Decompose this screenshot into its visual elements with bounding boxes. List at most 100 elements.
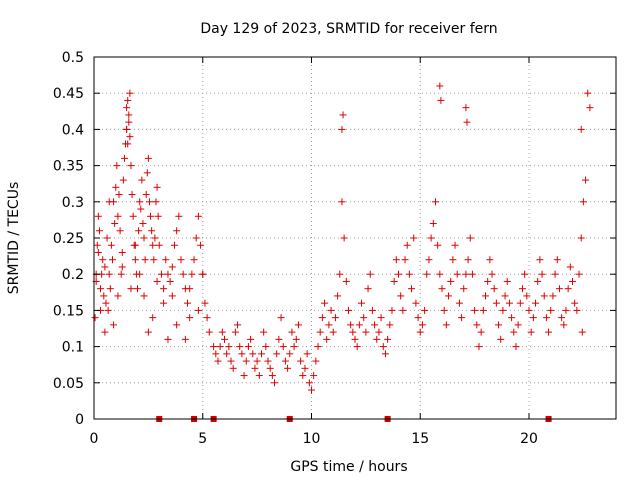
- data-point: [492, 299, 500, 307]
- data-point: [173, 227, 181, 235]
- y-tick-label: 0.5: [62, 50, 84, 66]
- data-point: [93, 241, 101, 249]
- data-point: [579, 198, 587, 206]
- data-point: [112, 183, 120, 191]
- data-point: [251, 364, 259, 372]
- data-point: [126, 133, 134, 141]
- data-point: [516, 299, 524, 307]
- x-tick-label: 15: [411, 431, 429, 447]
- data-point: [225, 343, 233, 351]
- data-point: [127, 285, 135, 293]
- data-point: [100, 292, 108, 300]
- data-point: [362, 328, 370, 336]
- data-point: [473, 321, 481, 329]
- data-point: [408, 285, 416, 293]
- data-point: [360, 314, 368, 322]
- data-point: [414, 314, 422, 322]
- data-point: [115, 191, 123, 199]
- data-point: [336, 270, 344, 278]
- data-point: [525, 306, 533, 314]
- data-point: [144, 154, 152, 162]
- data-point: [468, 270, 476, 278]
- data-point: [107, 241, 115, 249]
- data-point: [463, 118, 471, 126]
- data-point: [471, 306, 479, 314]
- data-point: [194, 212, 202, 220]
- data-point: [236, 343, 244, 351]
- data-point: [99, 256, 107, 264]
- data-point: [134, 285, 141, 293]
- data-point: [210, 343, 218, 351]
- data-point: [447, 277, 455, 285]
- data-point: [141, 256, 149, 264]
- data-point: [575, 270, 583, 278]
- data-point: [490, 285, 498, 293]
- data-point: [294, 321, 302, 329]
- data-point: [154, 212, 162, 220]
- data-point: [437, 96, 445, 104]
- data-point: [268, 372, 276, 380]
- y-axis-label: SRMTID / TECUs: [6, 182, 22, 295]
- data-point: [418, 321, 426, 329]
- data-point: [538, 270, 546, 278]
- data-point: [152, 198, 160, 206]
- data-point: [131, 241, 139, 249]
- data-point: [249, 350, 257, 358]
- data-point: [229, 364, 237, 372]
- data-point: [149, 314, 157, 322]
- data-point: [342, 277, 350, 285]
- y-tick-label: 0.45: [53, 86, 84, 102]
- data-point: [126, 89, 134, 97]
- data-point: [318, 314, 326, 322]
- data-point: [95, 227, 103, 235]
- data-point: [244, 343, 252, 351]
- data-point: [453, 270, 461, 278]
- data-point: [569, 277, 576, 285]
- data-point: [355, 321, 363, 329]
- data-point: [290, 343, 298, 351]
- data-point: [247, 335, 255, 343]
- data-point: [477, 328, 485, 336]
- data-point: [221, 335, 228, 343]
- data-point: [253, 357, 261, 365]
- data-point: [299, 372, 307, 380]
- data-point: [110, 321, 118, 329]
- data-point: [486, 256, 494, 264]
- data-point: [564, 285, 572, 293]
- y-tick-label: 0.35: [53, 159, 84, 175]
- data-point: [104, 306, 112, 314]
- data-point: [128, 191, 136, 199]
- data-point: [192, 234, 200, 242]
- data-point: [578, 328, 586, 336]
- data-point: [140, 234, 148, 242]
- data-point: [582, 176, 590, 184]
- grid-lines: [94, 57, 616, 419]
- data-point: [458, 314, 466, 322]
- data-point: [114, 212, 122, 220]
- data-point: [321, 299, 329, 307]
- data-point: [175, 212, 183, 220]
- y-tick-label: 0.05: [53, 376, 84, 392]
- data-point: [114, 292, 122, 300]
- data-point: [240, 372, 248, 380]
- data-point: [339, 111, 347, 119]
- data-point: [264, 357, 272, 365]
- data-point: [125, 111, 133, 119]
- data-point: [216, 343, 224, 351]
- data-point: [358, 299, 366, 307]
- data-point: [257, 350, 265, 358]
- data-point: [101, 328, 109, 336]
- data-point: [427, 234, 435, 242]
- data-point: [323, 335, 331, 343]
- data-point: [214, 357, 222, 365]
- data-point: [566, 263, 574, 271]
- data-point: [371, 321, 379, 329]
- data-point: [523, 292, 531, 300]
- data-point: [119, 176, 127, 184]
- data-point: [416, 328, 424, 336]
- data-point: [364, 285, 372, 293]
- data-point: [255, 372, 263, 380]
- data-point: [532, 299, 540, 307]
- data-point: [113, 162, 121, 170]
- data-point: [442, 321, 450, 329]
